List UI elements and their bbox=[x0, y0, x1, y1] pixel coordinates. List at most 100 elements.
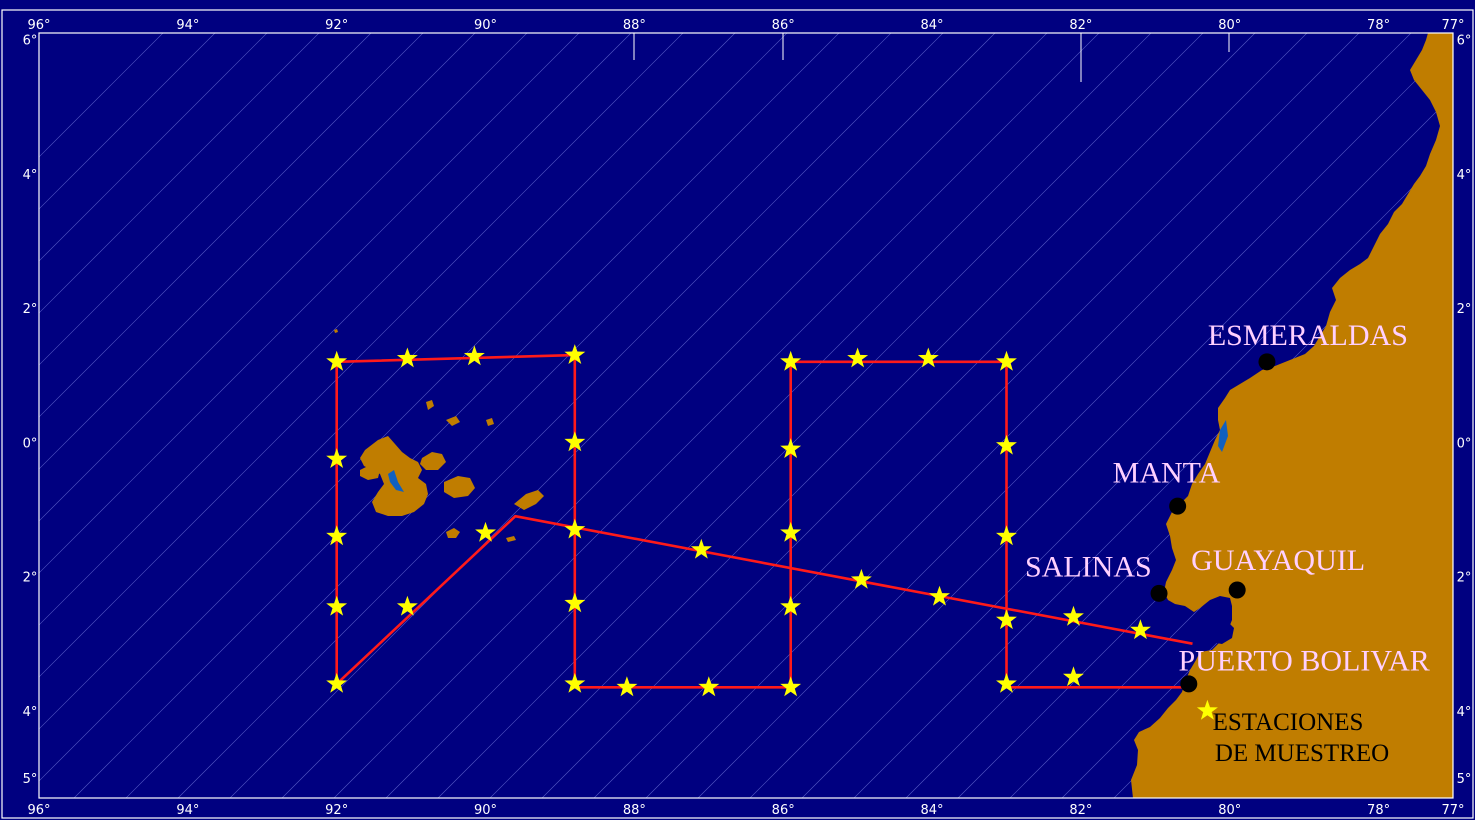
port-label: GUAYAQUIL bbox=[1191, 544, 1365, 577]
station-star bbox=[917, 347, 939, 368]
station-star bbox=[564, 518, 586, 539]
galapagos-santiago-island bbox=[420, 452, 446, 470]
galapagos-espanola-island bbox=[506, 536, 516, 542]
graticule-line bbox=[73, 33, 840, 798]
top-longitude-label: 78° bbox=[1367, 18, 1390, 33]
top-longitude-label: 96° bbox=[27, 18, 50, 33]
graticule-line bbox=[39, 33, 268, 262]
latitude-ticks: 6° 6° 4° 4° 2° 2° 0° 0° 2° 2° 4° 4° 5° 5° bbox=[23, 34, 1472, 787]
port-marker bbox=[1228, 581, 1246, 599]
station-star bbox=[616, 676, 638, 697]
galapagos-genovesa-island bbox=[486, 418, 494, 426]
station-star bbox=[698, 676, 720, 697]
sampling-stations bbox=[326, 344, 1151, 697]
graticule-line bbox=[39, 33, 164, 158]
station-star bbox=[326, 525, 348, 546]
graticule-line bbox=[541, 33, 1308, 798]
port-marker bbox=[1169, 497, 1187, 515]
station-star bbox=[780, 676, 802, 697]
station-star bbox=[564, 344, 586, 364]
port-label: MANTA bbox=[1113, 457, 1221, 490]
station-star bbox=[326, 448, 348, 468]
station-star bbox=[326, 595, 348, 616]
right-latitude-label: 4° bbox=[1457, 705, 1472, 720]
galapagos-santa-cruz-island bbox=[444, 476, 475, 498]
graticule-line bbox=[39, 33, 580, 574]
station-star bbox=[1130, 619, 1151, 640]
map-frame bbox=[1, 9, 1474, 819]
top-longitude-label: 92° bbox=[325, 18, 348, 33]
galapagos-fernandina-island bbox=[360, 464, 380, 480]
station-star bbox=[564, 431, 586, 452]
right-latitude-label: 6° bbox=[1457, 34, 1472, 49]
right-latitude-label: 5° bbox=[1457, 772, 1472, 787]
station-star bbox=[780, 521, 802, 542]
bottom-longitude-label: 92° bbox=[325, 803, 348, 818]
graticule-line bbox=[39, 33, 736, 730]
legend: ESTACIONES DE MUESTREO bbox=[1196, 699, 1389, 767]
station-star bbox=[780, 438, 802, 458]
station-star bbox=[929, 585, 950, 606]
station-star bbox=[564, 672, 586, 693]
galapagos-san-cristobal-island bbox=[514, 490, 544, 510]
graticule-line bbox=[281, 33, 1048, 798]
left-latitude-label: 2° bbox=[23, 302, 38, 317]
right-latitude-label: 2° bbox=[1457, 302, 1472, 317]
top-longitude-label: 82° bbox=[1069, 18, 1092, 33]
isabela-lagoon bbox=[388, 470, 404, 492]
graticule-line bbox=[39, 33, 684, 678]
station-star bbox=[996, 672, 1017, 693]
station-star bbox=[396, 595, 418, 616]
station-star bbox=[326, 350, 348, 371]
graticule-line bbox=[489, 33, 1256, 798]
graticule-line bbox=[385, 33, 1152, 798]
port-label: SALINAS bbox=[1025, 551, 1152, 584]
legend-line-2: DE MUESTREO bbox=[1215, 740, 1389, 767]
left-latitude-label: 5° bbox=[23, 772, 38, 787]
station-star bbox=[463, 345, 485, 366]
graticule-line bbox=[39, 33, 424, 418]
top-longitude-label: 86° bbox=[772, 18, 795, 33]
port-marker bbox=[1180, 675, 1198, 693]
station-star bbox=[847, 347, 869, 368]
station-star bbox=[780, 595, 802, 616]
graticule-line bbox=[645, 33, 1412, 798]
station-star bbox=[475, 521, 496, 542]
station-star bbox=[690, 538, 712, 559]
right-latitude-label: 2° bbox=[1457, 571, 1472, 586]
galapagos-marchena-island bbox=[446, 416, 460, 426]
bottom-longitude-label: 90° bbox=[474, 803, 497, 818]
puna-island bbox=[1208, 622, 1234, 644]
graticule-line bbox=[125, 33, 892, 798]
galapagos-floreana-island bbox=[446, 528, 460, 538]
station-star bbox=[996, 609, 1017, 630]
galapagos-pinta-island bbox=[426, 400, 434, 410]
port-label: ESMERALDAS bbox=[1208, 319, 1408, 352]
top-longitude-ticks: 96° 94° 92° 90° 88° 86° 84° 82° 80° 78° 77° bbox=[27, 18, 1464, 33]
station-star bbox=[850, 568, 872, 589]
left-latitude-label: 0° bbox=[23, 436, 38, 451]
station-star bbox=[1063, 666, 1084, 687]
top-longitude-label: 80° bbox=[1218, 18, 1241, 33]
bottom-longitude-label: 86° bbox=[772, 803, 795, 818]
left-latitude-label: 2° bbox=[23, 571, 38, 586]
graticule-line bbox=[177, 33, 944, 798]
ports: ESMERALDAS MANTA SALINAS GUAYAQUIL PUERTO BO… bbox=[1025, 319, 1430, 693]
right-latitude-label: 0° bbox=[1457, 436, 1472, 451]
graticule-line bbox=[333, 33, 1100, 798]
station-star bbox=[996, 350, 1017, 371]
port-label: PUERTO BOLIVAR bbox=[1179, 645, 1430, 678]
graticule-line bbox=[39, 33, 788, 782]
station-star bbox=[996, 434, 1017, 455]
graticule-line bbox=[697, 42, 1453, 798]
bottom-longitude-label: 80° bbox=[1218, 803, 1241, 818]
graticule-line bbox=[749, 94, 1453, 798]
graticule-line bbox=[39, 33, 476, 470]
top-longitude-label: 84° bbox=[921, 18, 944, 33]
bottom-longitude-label: 82° bbox=[1069, 803, 1092, 818]
left-latitude-label: 4° bbox=[23, 705, 38, 720]
graticule-line bbox=[229, 33, 996, 798]
bottom-longitude-label: 77° bbox=[1441, 803, 1464, 818]
port-marker bbox=[1258, 353, 1276, 371]
